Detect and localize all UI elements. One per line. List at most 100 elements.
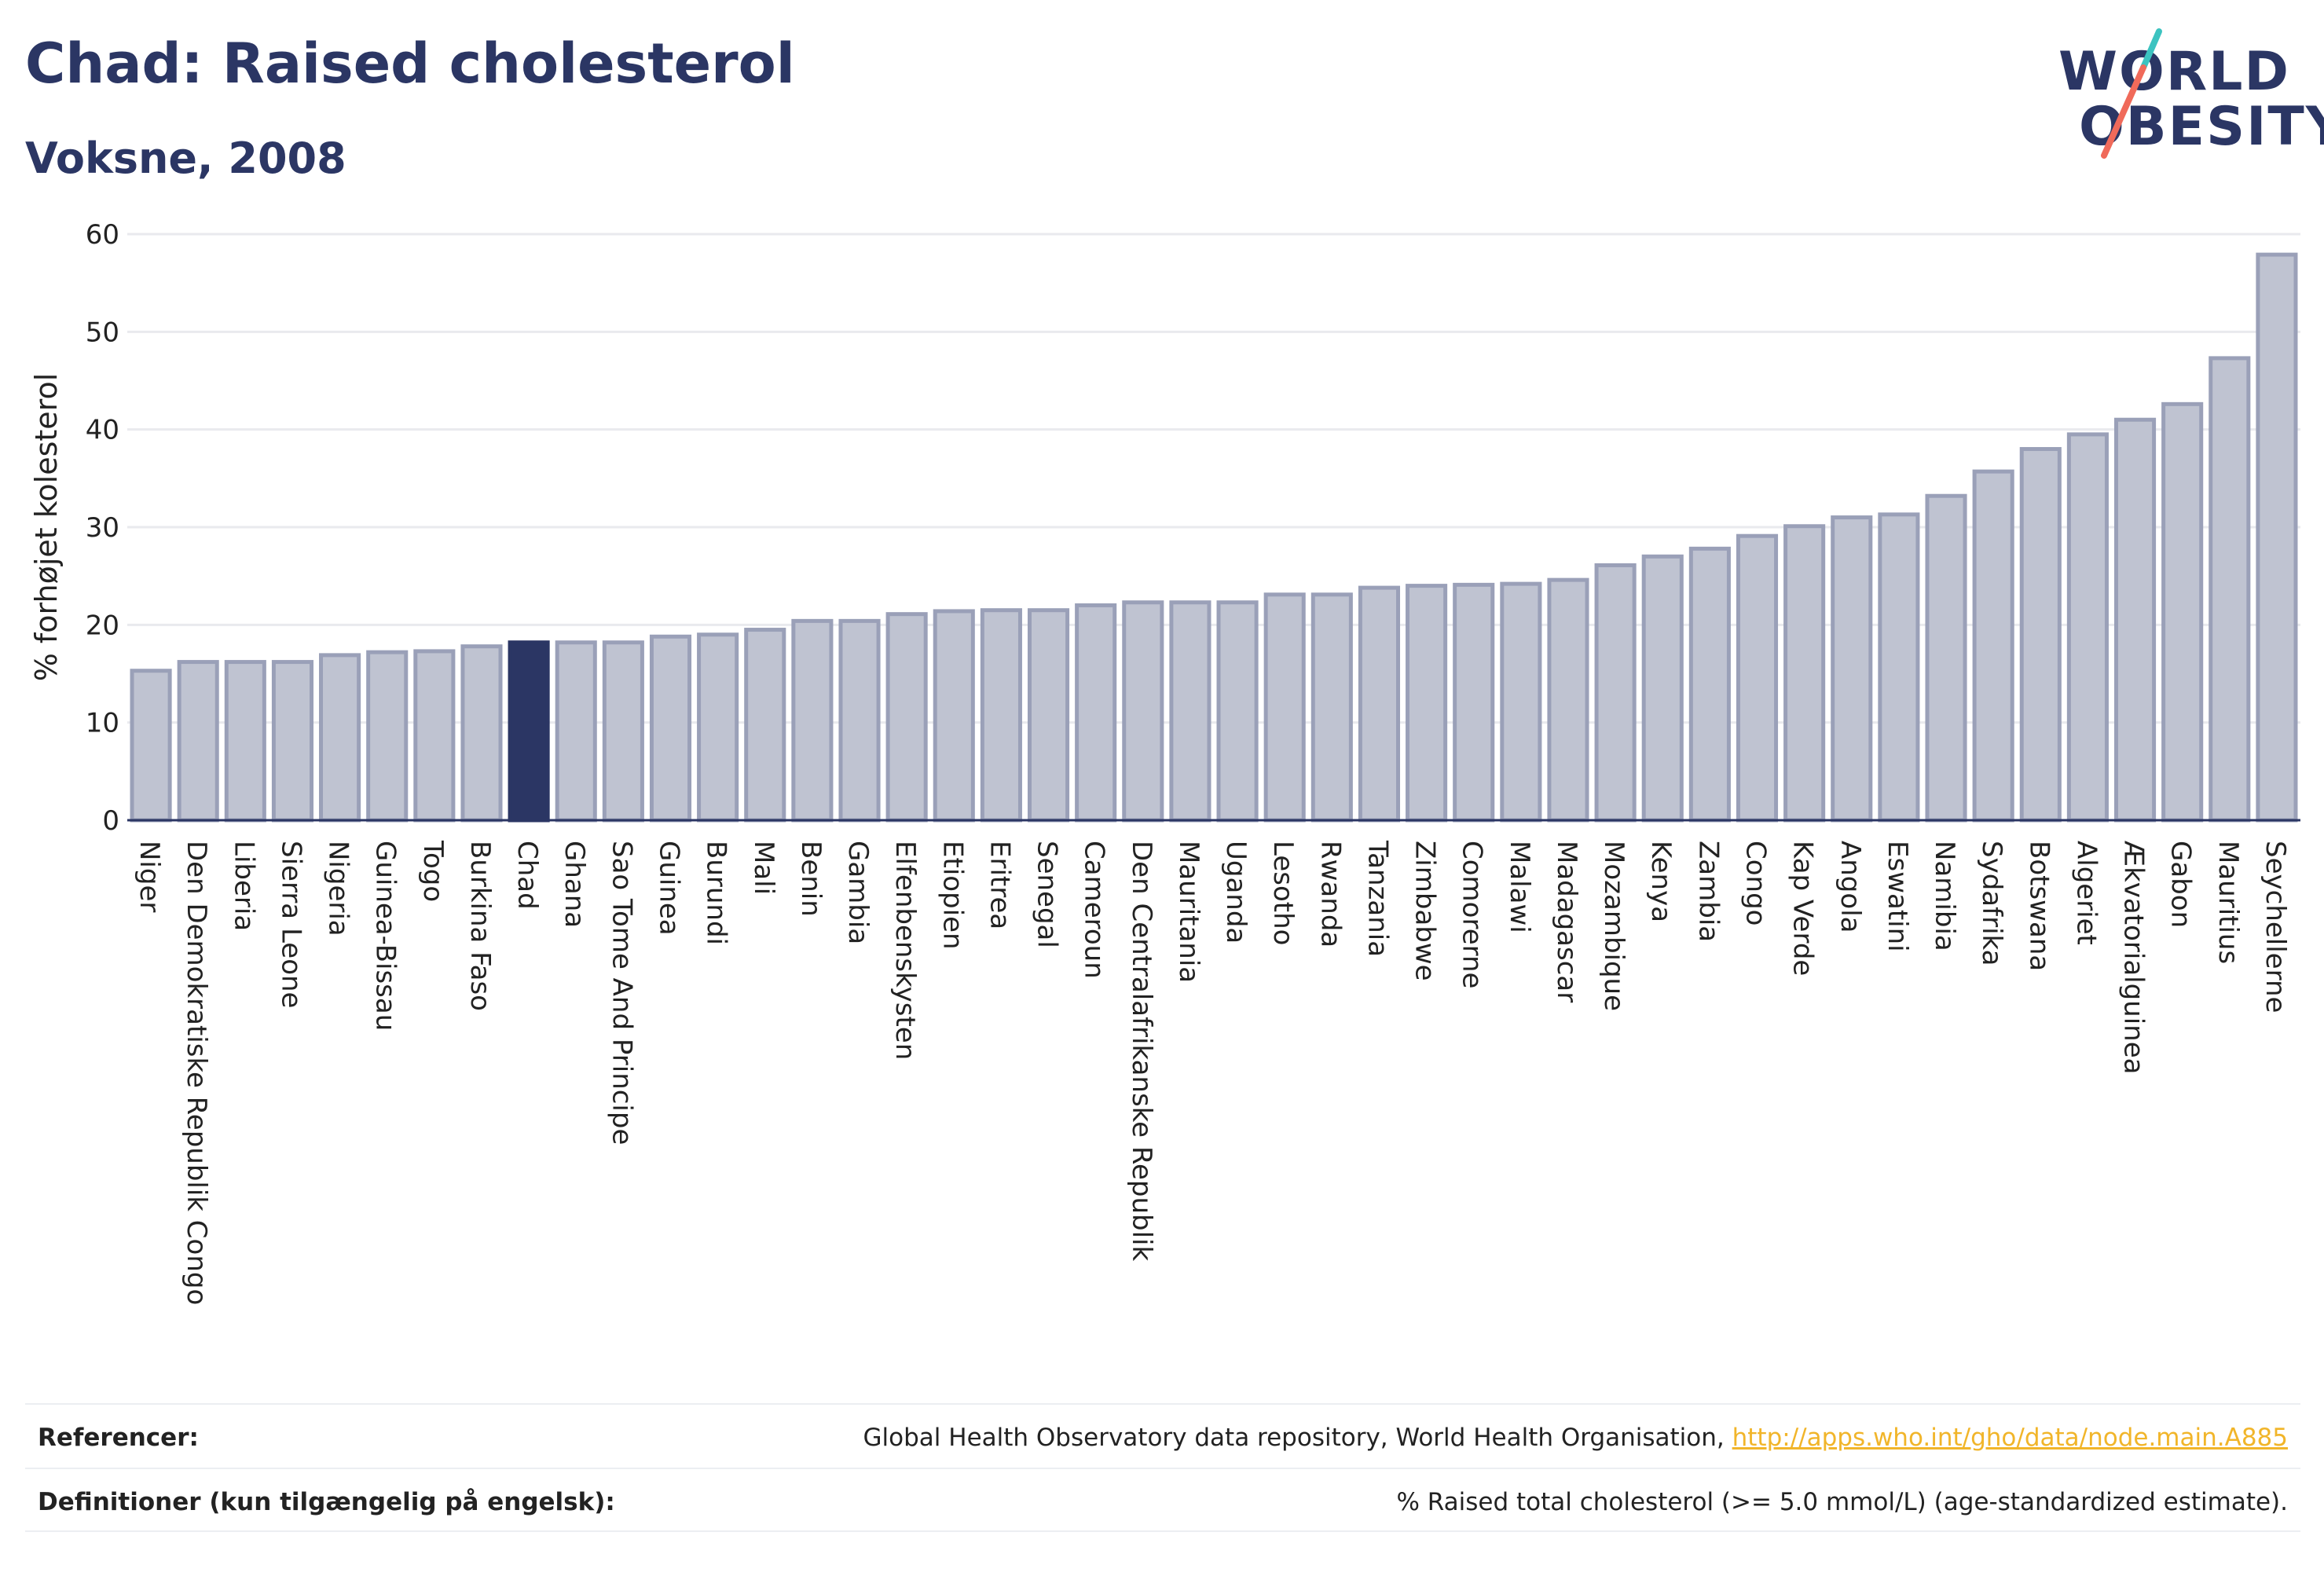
bar (1263, 592, 1306, 823)
x-tick-label: Eritrea (984, 841, 1015, 929)
x-tick-label: Sierra Leone (275, 841, 306, 1008)
bar (2209, 356, 2251, 823)
x-tick-label: Niger (134, 841, 165, 912)
bar (1216, 600, 1259, 823)
bar (649, 634, 692, 823)
x-tick-label: Mali (748, 841, 779, 895)
bar (2256, 252, 2298, 823)
x-tick-label: Eswatini (1882, 841, 1913, 952)
x-tick-label: Elfenbenskysten (889, 841, 921, 1060)
bar (1925, 493, 1967, 823)
bar (177, 660, 219, 823)
x-tick-label: Gabon (2165, 841, 2197, 928)
y-tick-label: 10 (86, 708, 119, 739)
bar (1547, 577, 1589, 823)
bar (2113, 417, 2157, 823)
x-tick-label: Kap Verde (1787, 841, 1819, 976)
references-text: Global Health Observatory data repositor… (863, 1424, 1732, 1452)
x-tick-label: Chad (511, 841, 543, 910)
bar (697, 632, 739, 823)
x-tick-label: Cameroun (1079, 841, 1110, 979)
y-tick-label: 60 (86, 219, 119, 251)
x-tick-label: Tanzania (1362, 840, 1393, 957)
definitions-value: % Raised total cholesterol (>= 5.0 mmol/… (1396, 1488, 2288, 1516)
references-row: Referencer: Global Health Observatory da… (25, 1403, 2300, 1466)
x-tick-label: Seychellerne (2260, 841, 2291, 1013)
bar (2161, 401, 2204, 823)
bar (2019, 447, 2062, 823)
x-tick-label: Burkina Faso (464, 841, 496, 1011)
x-tick-label: Rwanda (1314, 841, 1346, 947)
bar (1972, 469, 2014, 823)
x-tick-label: Mauritania (1173, 841, 1204, 983)
x-tick-label: Namibia (1929, 841, 1960, 951)
bar (744, 628, 786, 823)
x-tick-label: Den Demokratiske Republik Congo (181, 841, 212, 1305)
logo-slash-icon (2101, 28, 2162, 159)
bar (1594, 563, 1637, 823)
x-tick-label: Guinea-Bissau (370, 841, 401, 1031)
x-tick-label: Zambia (1692, 841, 1724, 942)
x-tick-label: Mauritius (2212, 841, 2244, 964)
bar-highlighted (508, 640, 550, 823)
x-tick-label: Zimbabwe (1409, 841, 1441, 981)
bar (413, 649, 456, 823)
x-tick-label: Mozambique (1598, 841, 1629, 1011)
bar (602, 640, 644, 823)
bar (1736, 533, 1779, 823)
x-tick-label: Sydafrika (1976, 841, 2007, 966)
bar (1878, 512, 1920, 823)
bar (224, 660, 266, 823)
bar (1500, 581, 1542, 823)
y-tick-label: 40 (86, 415, 119, 446)
x-tick-label: Botswana (2023, 841, 2055, 971)
x-tick-label: Den Centralafrikanske Republik (1126, 841, 1157, 1261)
bar (933, 609, 975, 823)
y-tick-label: 0 (102, 805, 119, 837)
x-tick-label: Guinea (654, 841, 685, 936)
definitions-row: Definitioner (kun tilgængelig på engelsk… (25, 1468, 2300, 1532)
logo-line-1: WORLD (2058, 41, 2290, 103)
references-value: Global Health Observatory data repositor… (863, 1424, 2288, 1452)
x-tick-label: Ækvatorialguinea (2118, 841, 2150, 1074)
chart-subtitle: Voksne, 2008 (25, 134, 346, 183)
bar (885, 612, 928, 823)
bar (1358, 585, 1401, 823)
bar (271, 660, 314, 823)
bar (1783, 524, 1826, 823)
bar (2066, 432, 2109, 823)
y-tick-label: 50 (86, 317, 119, 348)
bar (1310, 592, 1353, 823)
x-tick-label: Algeriet (2070, 841, 2102, 945)
x-tick-label: Togo (417, 840, 449, 902)
x-tick-label: Malawi (1504, 841, 1535, 933)
x-tick-label: Burundi (701, 841, 732, 945)
bar (1453, 582, 1495, 823)
bar (555, 640, 597, 823)
x-tick-label: Sao Tome And Principe (606, 841, 637, 1145)
x-tick-label: Madagascar (1551, 841, 1582, 1002)
bar (1075, 603, 1117, 823)
bar (130, 669, 172, 823)
x-tick-label: Liberia (228, 841, 259, 931)
chart-title: Chad: Raised cholesterol (25, 31, 795, 96)
x-tick-label: Comorerne (1457, 841, 1488, 988)
bar (1641, 554, 1684, 823)
bar (319, 653, 361, 823)
bar (1688, 546, 1731, 823)
bar (1122, 600, 1164, 823)
x-tick-label: Congo (1740, 841, 1772, 925)
references-label: Referencer: (38, 1424, 199, 1452)
bar (1169, 600, 1211, 823)
x-tick-label: Angola (1835, 841, 1866, 933)
y-tick-label: 30 (86, 512, 119, 544)
x-tick-label: Kenya (1645, 841, 1677, 922)
bar (366, 650, 409, 823)
x-tick-label: Uganda (1220, 841, 1252, 944)
bar (460, 644, 503, 823)
references-link[interactable]: http://apps.who.int/gho/data/node.main.A… (1732, 1424, 2288, 1452)
bar (1831, 515, 1873, 823)
bar (791, 618, 834, 823)
x-tick-label: Nigeria (323, 841, 354, 936)
x-tick-label: Lesotho (1267, 841, 1299, 945)
